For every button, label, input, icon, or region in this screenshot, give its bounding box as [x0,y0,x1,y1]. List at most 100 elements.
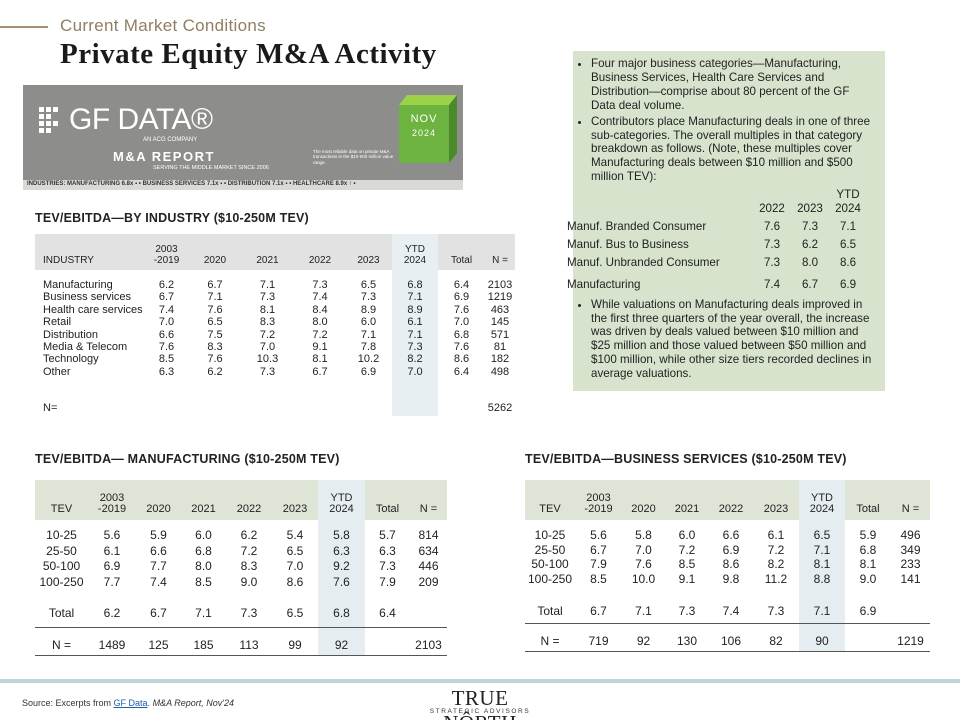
header-rule [0,26,48,28]
cell: 6.0 [678,528,696,542]
cell: 7.4 [722,604,740,618]
column-header: YTD 2024 [809,491,835,516]
column-header: 2022 [759,202,785,216]
cell: 8.6 [839,255,857,269]
cell: 634 [418,543,439,558]
cell: 125 [148,638,169,652]
cell: 1219 [487,291,513,304]
cell: 6.1 [407,316,423,329]
column-header: 2003 -2019 [153,244,180,266]
ytd-highlight [318,480,365,655]
cell: 7.4 [158,303,175,316]
cell: 5.8 [333,528,350,542]
row-label: N = [51,638,71,652]
cell: 6.9 [103,559,121,574]
cell: 6.1 [103,543,121,558]
date-cube [399,95,457,163]
row-label: 25-50 [534,542,566,557]
cell: 5.4 [286,528,304,542]
cell: 6.2 [103,606,121,620]
cell: 463 [490,303,510,316]
cell: 8.1 [259,303,276,316]
cell: 6.4 [379,606,396,620]
cell: 6.9 [722,542,740,557]
column-header: YTD 2024 [329,491,354,516]
cell: 82 [769,634,783,648]
cell: 7.1 [813,542,831,557]
cell: 99 [288,638,302,652]
cell: 7.3 [259,291,276,304]
source-link[interactable]: GF Data [113,698,148,708]
cell: 8.6 [453,353,470,366]
cell: 10.0 [631,572,656,587]
cell: 6.5 [286,543,304,558]
cell: 7.6 [453,303,470,316]
cell: 7.1 [259,279,276,291]
cell: 7.2 [259,328,276,341]
cell: 8.5 [590,572,607,587]
cell: 7.1 [635,604,652,618]
cell: 185 [193,638,214,652]
cell: 7.6 [763,219,781,233]
column-header: 2021 [191,503,216,516]
cell: 8.5 [158,353,175,366]
cell: 7.4 [312,291,328,304]
cell: 2103 [415,638,442,652]
title: Private Equity M&A Activity [60,38,437,70]
cell: 7.1 [813,604,831,618]
cell: 7.0 [286,559,304,574]
column-header: 2023 [357,254,380,266]
cell: 6.7 [801,277,819,291]
bullet: While valuations on Manufacturing deals … [591,298,877,381]
cell: 6.7 [590,604,607,618]
cell: 7.6 [333,574,350,589]
cell: 5.7 [379,528,396,542]
sub-category-table: 2022 2023 YTD 2024 Manuf. Branded Consumer 7… [567,186,877,293]
ytd-highlight [799,480,845,651]
cell: 141 [900,572,921,587]
cell: 6.3 [379,543,396,558]
bullet: Four major business categories—Manufactu… [591,57,877,113]
cell: 7.0 [407,365,423,378]
cell: 9.0 [240,574,258,589]
cell: 7.2 [240,543,258,558]
cell: 7.3 [259,365,276,378]
header-band [525,480,930,520]
cell: 6.8 [333,606,350,620]
cell: 7.1 [195,606,212,620]
cell: 9.8 [722,572,740,587]
cell: 7.9 [590,557,607,572]
cell: 6.9 [453,291,470,304]
column-header: 2023 [797,202,823,216]
cell: 130 [676,634,698,648]
column-header: 2021 [674,503,700,516]
cell: 7.4 [150,574,167,589]
cell: 182 [490,353,510,366]
source-report: M&A Report, Nov'24 [152,698,234,708]
cell: 6.2 [158,279,175,291]
cell: 113 [239,638,259,652]
column-header: YTD 2024 [835,188,861,216]
cell: 6.5 [286,606,304,620]
cell: 8.3 [259,316,276,329]
industry-strip-text: INDUSTRIES: MANUFACTURING 6.8x ▪ • BUSIN… [27,181,356,187]
cell: 7.3 [767,604,785,618]
column-header: 2021 [256,254,279,266]
cell: 6.8 [453,328,470,341]
header-band [35,480,447,520]
logo-text: GF DATA® [69,103,213,136]
cell: 7.1 [207,291,223,304]
industry-strip [23,180,463,190]
row-label: 25-50 [46,543,77,558]
row-label: N = [540,634,560,648]
cell: 9.2 [333,559,350,574]
row-label: Media & Telecom [43,341,128,353]
cell: 6.7 [150,606,167,620]
row-label: Total [48,606,75,620]
footer-rule [0,679,960,683]
cell: 498 [490,365,510,378]
cell: 8.6 [722,557,740,572]
column-header: N = [492,254,508,266]
cell: 7.2 [678,542,696,557]
ytd-highlight [392,234,438,416]
